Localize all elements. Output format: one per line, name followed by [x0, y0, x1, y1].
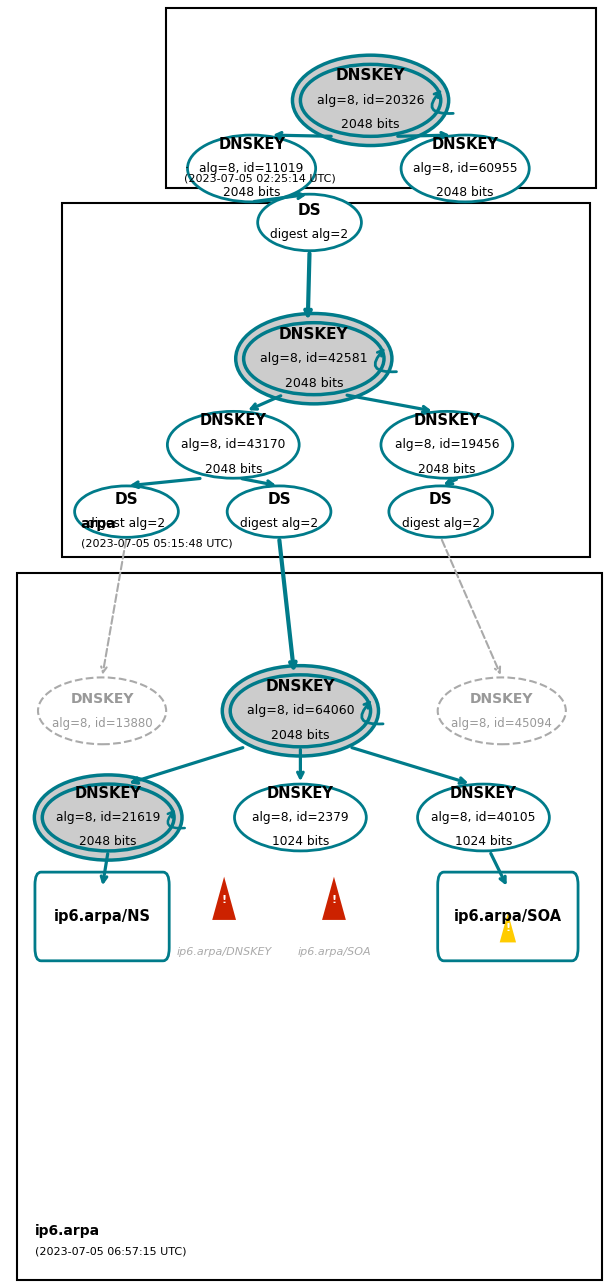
FancyBboxPatch shape: [35, 872, 169, 961]
Polygon shape: [498, 909, 517, 943]
Text: DNSKEY: DNSKEY: [336, 68, 405, 84]
Text: DNSKEY: DNSKEY: [70, 692, 134, 706]
Text: alg=8, id=60955: alg=8, id=60955: [413, 162, 517, 175]
Text: DNSKEY: DNSKEY: [279, 327, 349, 341]
Text: 2048 bits: 2048 bits: [205, 462, 262, 475]
Bar: [63, 204, 590, 556]
Ellipse shape: [381, 411, 512, 478]
Text: alg=8, id=2379: alg=8, id=2379: [252, 811, 349, 824]
Text: alg=8, id=45094: alg=8, id=45094: [451, 716, 552, 729]
Text: alg=8, id=21619: alg=8, id=21619: [56, 811, 161, 824]
Bar: [166, 8, 596, 188]
Text: 1024 bits: 1024 bits: [455, 836, 512, 849]
Text: DS: DS: [115, 492, 139, 507]
Ellipse shape: [300, 64, 441, 137]
Text: 2048 bits: 2048 bits: [223, 187, 280, 200]
Text: digest alg=2: digest alg=2: [88, 518, 166, 531]
Text: alg=8, id=43170: alg=8, id=43170: [181, 438, 286, 451]
Ellipse shape: [243, 323, 384, 394]
Ellipse shape: [417, 784, 549, 851]
Ellipse shape: [42, 784, 174, 851]
Text: ip6.arpa: ip6.arpa: [35, 1224, 100, 1238]
Text: DNSKEY: DNSKEY: [413, 413, 481, 428]
Ellipse shape: [438, 677, 566, 744]
Text: 2048 bits: 2048 bits: [418, 462, 476, 475]
Text: DNSKEY: DNSKEY: [75, 786, 142, 801]
Text: 2048 bits: 2048 bits: [284, 376, 343, 389]
Ellipse shape: [34, 775, 182, 860]
Text: ip6.arpa/SOA: ip6.arpa/SOA: [454, 909, 562, 923]
Ellipse shape: [227, 486, 331, 537]
Polygon shape: [211, 873, 237, 921]
Text: DNSKEY: DNSKEY: [200, 413, 267, 428]
Text: 2048 bits: 2048 bits: [341, 118, 400, 131]
Text: !: !: [505, 923, 511, 934]
Text: 1024 bits: 1024 bits: [272, 836, 329, 849]
Text: DNSKEY: DNSKEY: [450, 786, 517, 801]
Text: digest alg=2: digest alg=2: [240, 518, 318, 531]
Text: !: !: [221, 895, 227, 905]
Ellipse shape: [235, 784, 367, 851]
Text: ip6.arpa/NS: ip6.arpa/NS: [53, 909, 151, 923]
Text: DNSKEY: DNSKEY: [265, 679, 335, 694]
Text: alg=8, id=64060: alg=8, id=64060: [246, 705, 354, 717]
Text: alg=8, id=13880: alg=8, id=13880: [51, 716, 153, 729]
Text: DNSKEY: DNSKEY: [218, 137, 285, 152]
Text: digest alg=2: digest alg=2: [270, 228, 349, 241]
Text: .: .: [185, 158, 188, 171]
Text: !: !: [332, 895, 337, 905]
Text: (2023-07-05 05:15:48 UTC): (2023-07-05 05:15:48 UTC): [81, 538, 232, 549]
Ellipse shape: [257, 194, 362, 251]
Polygon shape: [321, 873, 347, 921]
Text: alg=8, id=11019: alg=8, id=11019: [199, 162, 304, 175]
Text: (2023-07-05 06:57:15 UTC): (2023-07-05 06:57:15 UTC): [35, 1247, 186, 1257]
Ellipse shape: [75, 486, 178, 537]
Ellipse shape: [236, 313, 392, 404]
Text: 2048 bits: 2048 bits: [271, 729, 330, 742]
Text: DNSKEY: DNSKEY: [267, 786, 334, 801]
Ellipse shape: [230, 675, 371, 747]
FancyBboxPatch shape: [438, 872, 578, 961]
Ellipse shape: [292, 55, 449, 146]
Text: alg=8, id=19456: alg=8, id=19456: [395, 438, 499, 451]
Text: alg=8, id=40105: alg=8, id=40105: [431, 811, 536, 824]
Text: alg=8, id=20326: alg=8, id=20326: [317, 94, 424, 107]
Ellipse shape: [401, 135, 529, 202]
Text: (2023-07-05 02:25:14 UTC): (2023-07-05 02:25:14 UTC): [185, 174, 336, 183]
Text: ip6.arpa/DNSKEY: ip6.arpa/DNSKEY: [177, 947, 272, 957]
Ellipse shape: [223, 666, 378, 756]
Text: DS: DS: [298, 202, 321, 218]
Text: digest alg=2: digest alg=2: [402, 518, 480, 531]
Ellipse shape: [389, 486, 493, 537]
Text: DS: DS: [267, 492, 291, 507]
Text: 2048 bits: 2048 bits: [80, 836, 137, 849]
Text: arpa: arpa: [81, 518, 116, 532]
Text: DNSKEY: DNSKEY: [470, 692, 533, 706]
Bar: [17, 573, 603, 1280]
Text: DS: DS: [429, 492, 452, 507]
Text: 2048 bits: 2048 bits: [436, 187, 494, 200]
Text: alg=8, id=42581: alg=8, id=42581: [260, 352, 368, 366]
Ellipse shape: [38, 677, 166, 744]
Text: ip6.arpa/SOA: ip6.arpa/SOA: [297, 947, 371, 957]
Ellipse shape: [167, 411, 299, 478]
Text: DNSKEY: DNSKEY: [432, 137, 498, 152]
Ellipse shape: [188, 135, 316, 202]
